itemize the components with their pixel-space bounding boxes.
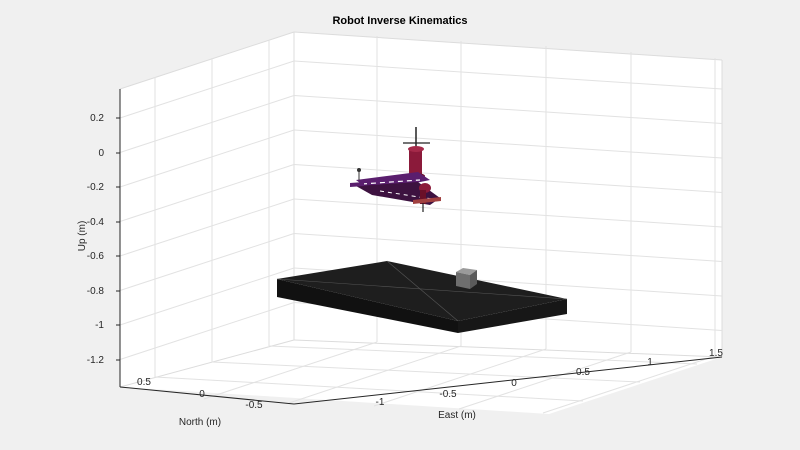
z-grid-line xyxy=(293,60,723,90)
z-grid-line xyxy=(119,60,295,119)
chart-title: Robot Inverse Kinematics xyxy=(332,15,467,27)
x-tick-labels: -1 -0.5 0 0.5 1 1.5 xyxy=(376,348,724,408)
z-grid-line xyxy=(119,233,295,291)
plot-area xyxy=(120,32,722,414)
z-tick-label: 0.2 xyxy=(90,113,104,124)
z-grid-line xyxy=(293,233,723,262)
z-grid-line xyxy=(119,95,295,153)
z-tick-label: -0.8 xyxy=(87,286,105,297)
z-tick-label: 0 xyxy=(98,148,104,159)
z-grid-line xyxy=(119,267,295,326)
z-tick-labels: 0.2 0 -0.2 -0.4 -0.6 -0.8 -1 -1.2 xyxy=(87,113,120,366)
x-tick-label: 0 xyxy=(511,378,517,389)
z-grid-line xyxy=(119,302,295,360)
table-object xyxy=(276,260,568,333)
y-tick-label: 0 xyxy=(199,389,205,400)
z-grid-line xyxy=(293,164,723,193)
table-top xyxy=(277,261,567,321)
z-tick-label: -0.6 xyxy=(87,251,105,262)
y-tick-label: -0.5 xyxy=(245,400,263,411)
table-front xyxy=(277,279,458,333)
x-tick-label: 1 xyxy=(647,357,653,368)
x-axis-label: East (m) xyxy=(438,410,476,421)
z-tick-label: -1 xyxy=(95,320,104,331)
z-tick-label: -0.4 xyxy=(87,217,105,228)
cube-object xyxy=(456,268,477,289)
y-tick-label: 0.5 xyxy=(137,377,151,388)
z-grid-line xyxy=(293,95,723,124)
x-axis-line xyxy=(293,356,723,405)
z-grid-line xyxy=(293,198,723,228)
y-tick-labels: 0.5 0 -0.5 xyxy=(137,377,263,411)
z-tick-label: -1.2 xyxy=(87,355,105,366)
z-tick-label: -0.2 xyxy=(87,182,105,193)
z-grid-line xyxy=(119,164,295,222)
x-tick-label: -1 xyxy=(376,397,385,408)
x-tick-label: 1.5 xyxy=(709,348,723,359)
y-axis-line xyxy=(119,386,295,405)
x-tick-label: -0.5 xyxy=(439,389,457,400)
table-side xyxy=(458,299,567,333)
z-grid-line xyxy=(293,129,723,159)
z-grid-line xyxy=(119,129,295,188)
z-axis-label: Up (m) xyxy=(77,221,88,252)
x-tick-label: 0.5 xyxy=(576,367,590,378)
z-grid-line xyxy=(119,198,295,257)
robot-arm xyxy=(350,127,441,212)
y-axis-label: North (m) xyxy=(179,417,221,428)
